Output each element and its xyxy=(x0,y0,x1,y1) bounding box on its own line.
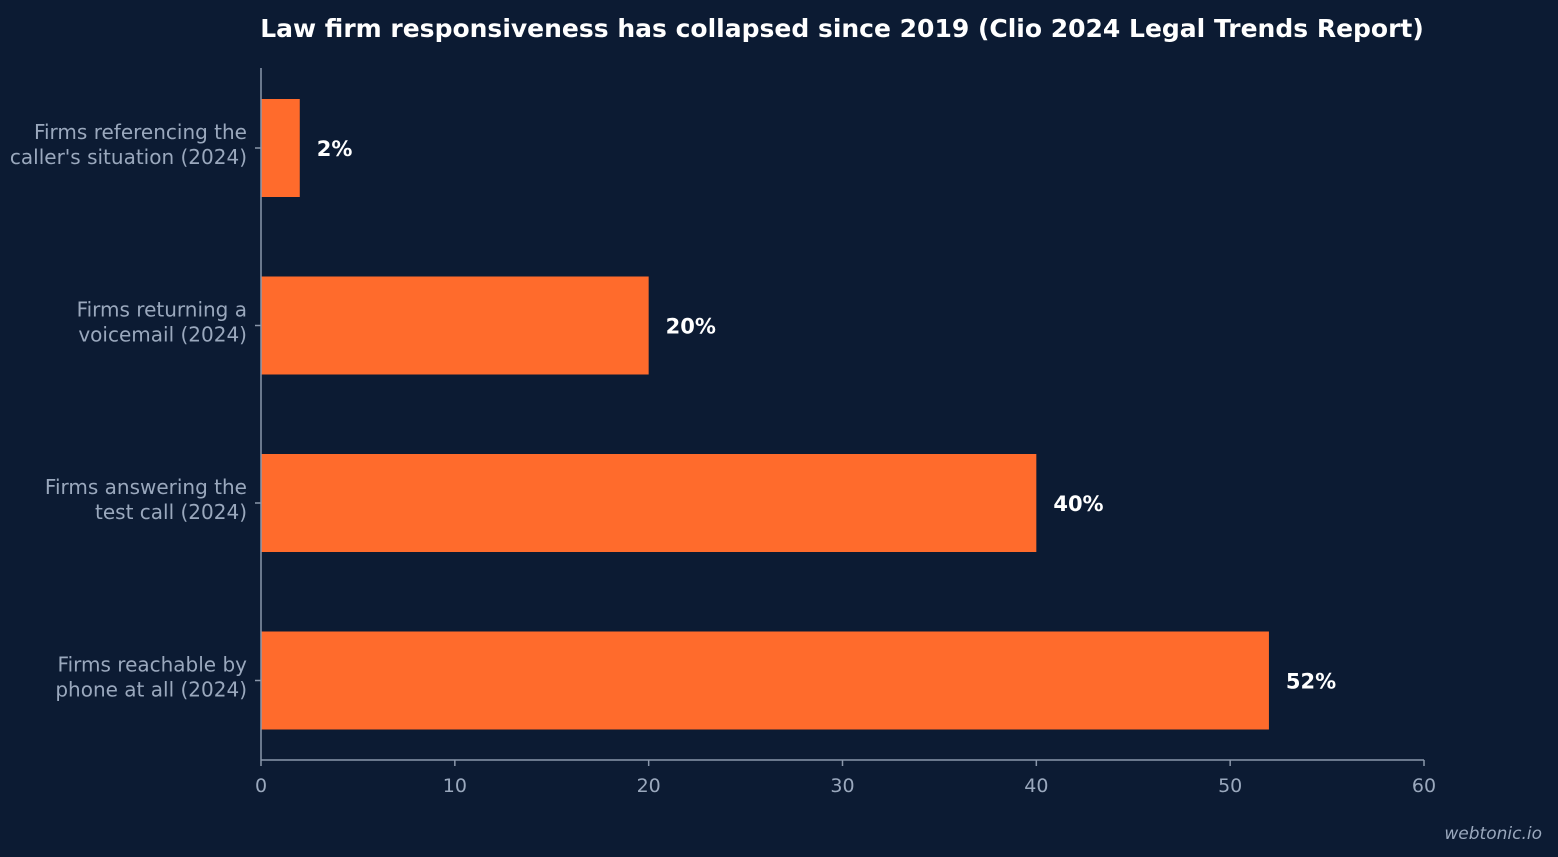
x-tick-label-4: 40 xyxy=(1024,775,1048,797)
x-tick-label-5: 50 xyxy=(1218,775,1242,797)
x-tick-label-3: 30 xyxy=(830,775,854,797)
category-label-3: Firms reachable by phone at all (2024) xyxy=(55,653,247,702)
x-tick-label-1: 10 xyxy=(443,775,467,797)
category-label-0: Firms referencing the caller's situation … xyxy=(10,120,247,169)
watermark: webtonic.io xyxy=(1444,824,1542,844)
bar-1 xyxy=(261,276,649,375)
bar-0 xyxy=(261,99,300,197)
value-label-0: 2% xyxy=(317,137,353,161)
axes-layer xyxy=(255,68,1425,766)
value-label-1: 20% xyxy=(666,315,716,339)
value-label-3: 52% xyxy=(1286,670,1336,694)
labels-layer: 2% Firms referencing the caller's situatio… xyxy=(10,120,1436,797)
x-tick-label-6: 60 xyxy=(1412,775,1436,797)
bars-layer xyxy=(261,99,1269,730)
category-label-1: Firms returning a voicemail (2024) xyxy=(77,298,247,347)
value-label-2: 40% xyxy=(1053,492,1103,516)
bar-2 xyxy=(261,454,1037,552)
bar-3 xyxy=(261,631,1269,730)
x-tick-label-2: 20 xyxy=(637,775,661,797)
category-label-2: Firms answering the test call (2024) xyxy=(45,475,247,524)
x-tick-label-0: 0 xyxy=(255,775,267,797)
chart-title: Law firm responsiveness has collapsed si… xyxy=(260,14,1424,43)
